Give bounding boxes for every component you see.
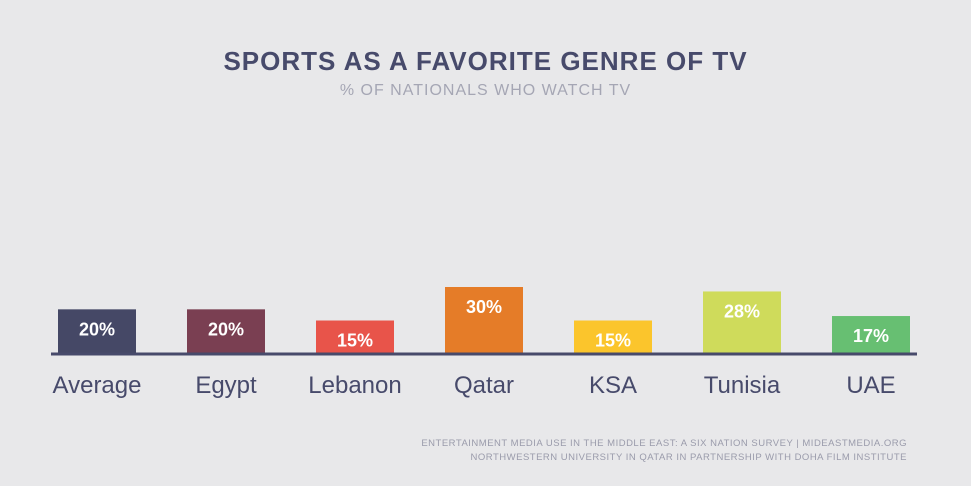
- category-label-qatar: Qatar: [454, 372, 514, 399]
- value-label-qatar: 30%: [466, 297, 502, 317]
- category-label-egypt: Egypt: [195, 372, 257, 399]
- category-label-average: Average: [53, 372, 142, 399]
- bar-qatar: [445, 287, 523, 354]
- bar-egypt: [187, 309, 265, 354]
- source-line-1: ENTERTAINMENT MEDIA USE IN THE MIDDLE EA…: [421, 438, 907, 449]
- source-note: ENTERTAINMENT MEDIA USE IN THE MIDDLE EA…: [421, 437, 907, 465]
- source-line-2: NORTHWESTERN UNIVERSITY IN QATAR IN PART…: [470, 452, 907, 463]
- value-label-ksa: 15%: [595, 331, 631, 351]
- category-label-ksa: KSA: [589, 372, 637, 399]
- category-label-lebanon: Lebanon: [308, 372, 401, 399]
- value-label-tunisia: 28%: [724, 301, 760, 321]
- bar-uae: [832, 316, 910, 354]
- category-label-tunisia: Tunisia: [704, 372, 781, 399]
- value-label-average: 20%: [79, 319, 115, 339]
- bar-ksa: [574, 320, 652, 354]
- bar-lebanon: [316, 320, 394, 354]
- chart-title: SPORTS AS A FAVORITE GENRE OF TV: [223, 46, 748, 76]
- value-label-uae: 17%: [853, 326, 889, 346]
- bar-average: [58, 309, 136, 354]
- value-label-lebanon: 15%: [337, 331, 373, 351]
- chart-subtitle: % OF NATIONALS WHO WATCH TV: [339, 82, 632, 99]
- bar-tunisia: [703, 291, 781, 354]
- category-label-uae: UAE: [846, 372, 895, 399]
- value-label-egypt: 20%: [208, 319, 244, 339]
